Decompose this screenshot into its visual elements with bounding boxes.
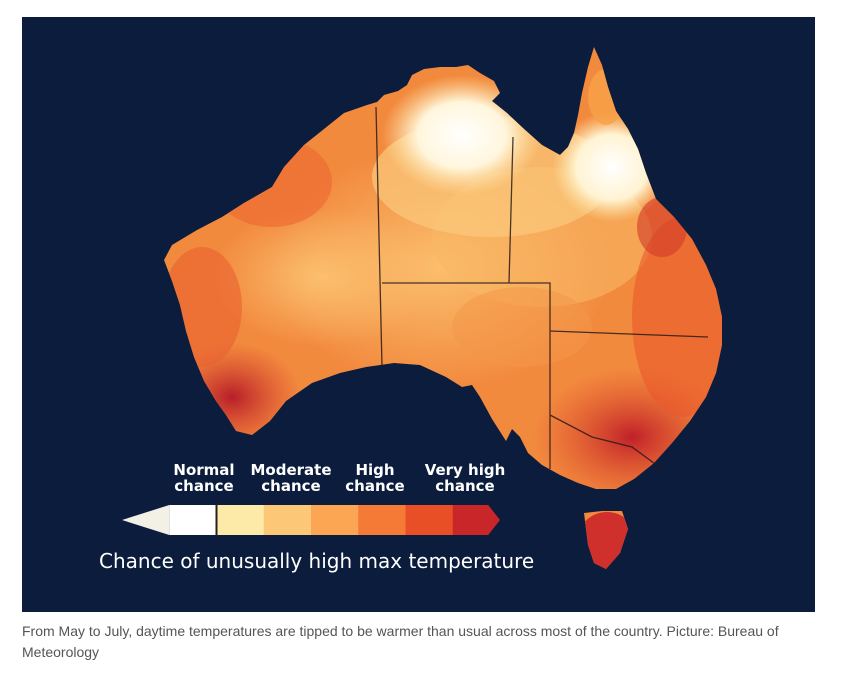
legend-swatch [216, 505, 265, 535]
australia-map [122, 47, 722, 569]
legend-swatch [169, 505, 217, 535]
legend-swatch [263, 505, 312, 535]
legend-swatch [358, 505, 406, 535]
legend-arrow-right [452, 505, 500, 535]
legend-swatch [311, 505, 359, 535]
legend-label-moderate: Moderate chance [250, 461, 332, 495]
legend-label-very-high: Very high chance [424, 461, 506, 495]
legend-swatch [405, 505, 454, 535]
legend-label-high: High chance [345, 461, 405, 495]
state-borders [375, 106, 709, 470]
legend-title: Chance of unusually high max temperature [99, 549, 535, 573]
temperature-chance-shading [164, 47, 722, 569]
legend-label-normal: Normal chance [173, 461, 235, 495]
legend-color-bar [122, 503, 500, 537]
forecast-map-figure: Normal chance Moderate chance High chanc… [22, 17, 815, 612]
legend-arrow-left [122, 505, 170, 535]
figure-caption: From May to July, daytime temperatures a… [22, 623, 779, 660]
